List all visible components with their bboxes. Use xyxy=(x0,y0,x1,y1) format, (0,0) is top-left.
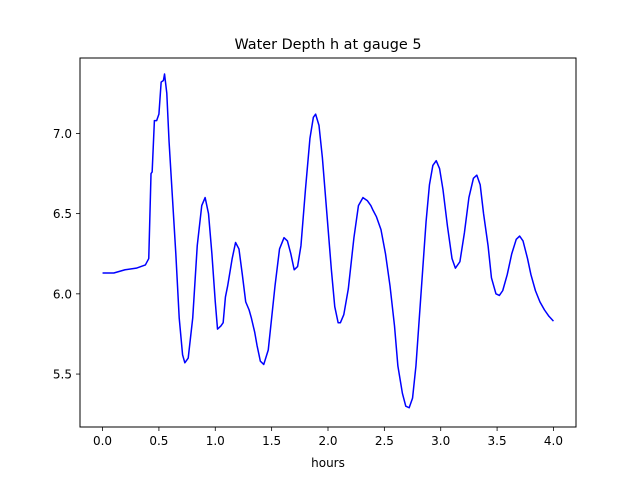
x-tick-label: 1.0 xyxy=(206,434,225,448)
x-tick-label: 4.0 xyxy=(544,434,563,448)
chart-title: Water Depth h at gauge 5 xyxy=(234,37,421,53)
x-tick-label: 2.5 xyxy=(375,434,394,448)
y-tick-label: 7.0 xyxy=(53,127,72,141)
y-tick-label: 6.5 xyxy=(53,207,72,221)
x-tick-label: 0.5 xyxy=(149,434,168,448)
x-tick-label: 3.0 xyxy=(431,434,450,448)
x-tick-label: 2.0 xyxy=(318,434,337,448)
y-tick-label: 5.5 xyxy=(53,368,72,382)
x-tick-label: 1.5 xyxy=(262,434,281,448)
x-tick-label: 0.0 xyxy=(93,434,112,448)
x-axis-label: hours xyxy=(311,456,345,470)
y-axis: 5.5 6.0 6.5 7.0 xyxy=(53,127,80,382)
plot-area xyxy=(102,73,554,409)
x-tick-label: 3.5 xyxy=(488,434,507,448)
series-line-0 xyxy=(102,73,554,409)
plot-frame xyxy=(79,57,577,428)
x-axis: 0.0 0.5 1.0 1.5 2.0 2.5 3.0 3.5 4.0 xyxy=(93,427,563,448)
y-tick-label: 6.0 xyxy=(53,287,72,301)
